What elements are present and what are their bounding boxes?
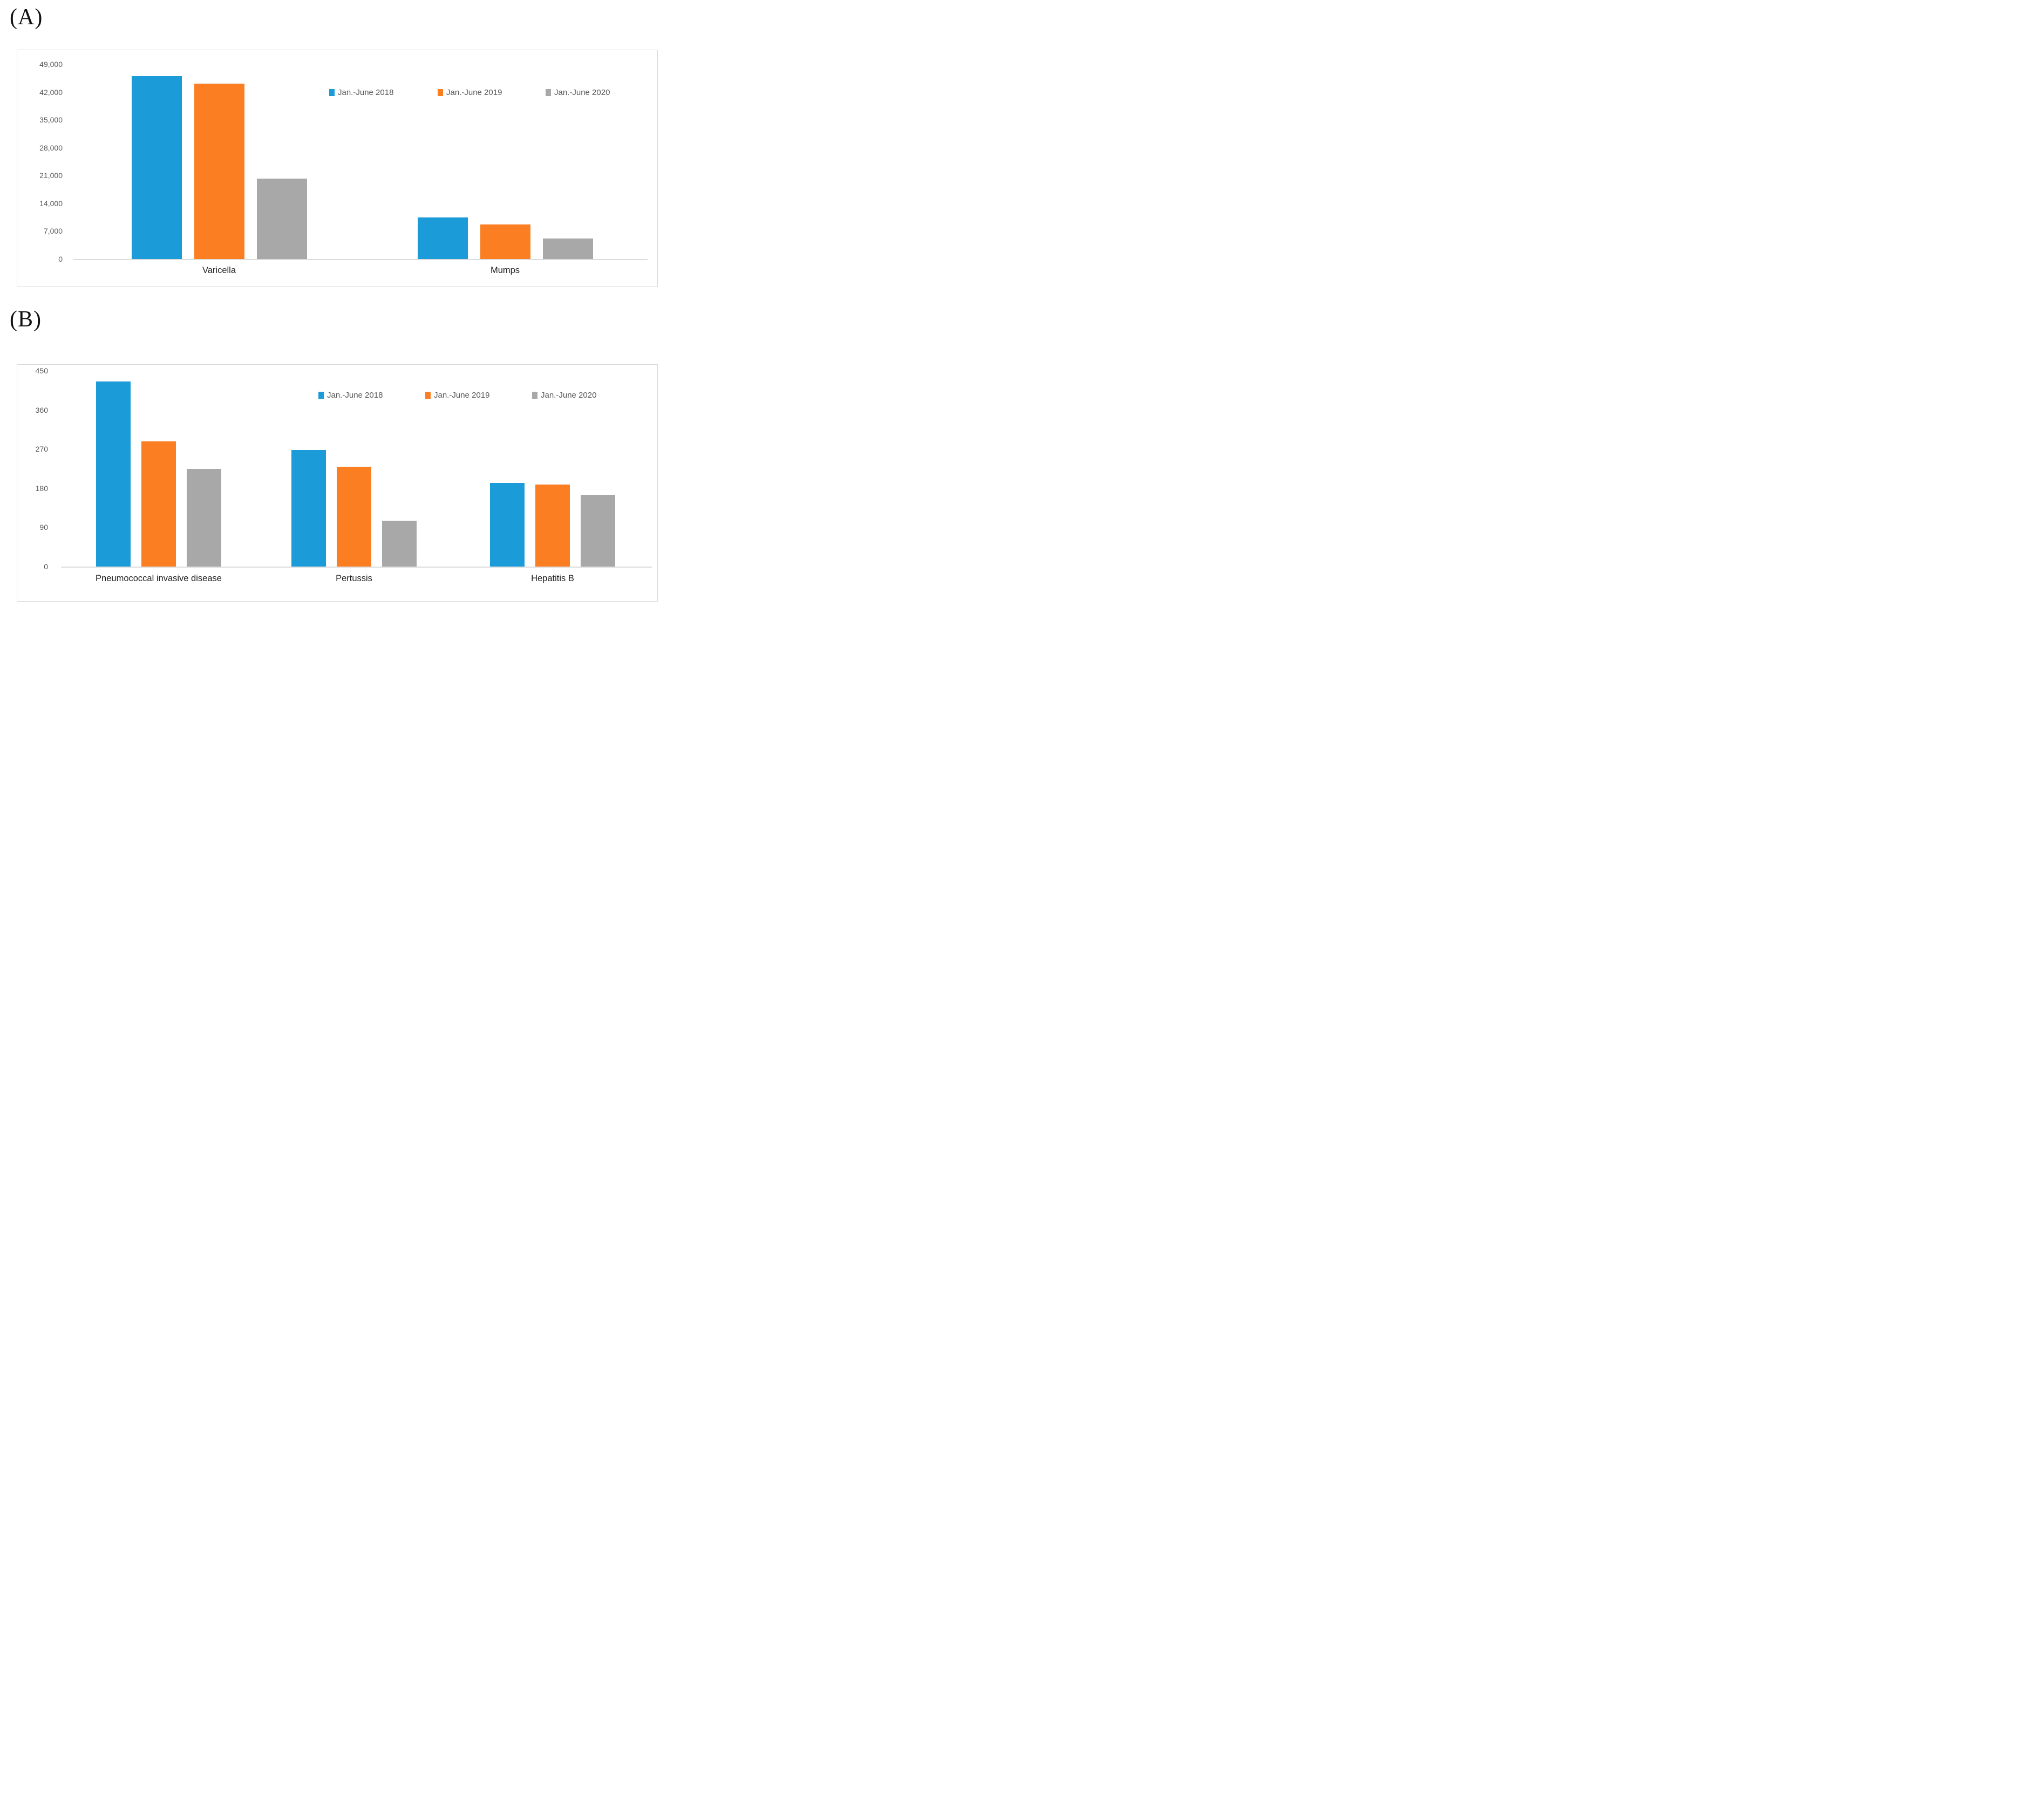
legend-label: Jan.-June 2019 <box>446 88 502 97</box>
legend-item: Jan.-June 2020 <box>532 391 596 400</box>
legend-item: Jan.-June 2019 <box>438 88 502 97</box>
legend-label: Jan.-June 2018 <box>327 391 383 400</box>
bar-pneumococcal-invasive-disease-jan-june-2018 <box>96 381 131 567</box>
bar-group-hepatitis-b <box>490 483 615 567</box>
bar-pneumococcal-invasive-disease-jan-june-2019 <box>141 441 176 567</box>
y-axis-tick-label: 450 <box>35 366 48 375</box>
bar-varicella-jan-june-2018 <box>131 76 182 259</box>
legend-swatch-icon <box>546 89 551 96</box>
y-axis-tick-label: 90 <box>39 523 48 532</box>
legend-label: Jan.-June 2018 <box>338 88 394 97</box>
legend-label: Jan.-June 2020 <box>541 391 597 400</box>
y-axis-tick-label: 49,000 <box>39 60 63 69</box>
bar-varicella-jan-june-2020 <box>256 179 307 259</box>
legend-swatch-icon <box>438 89 443 96</box>
bar-hepatitis-b-jan-june-2020 <box>581 494 615 567</box>
bar-group-mumps <box>417 217 593 259</box>
y-axis-tick-label: 7,000 <box>43 227 63 236</box>
bar-hepatitis-b-jan-june-2019 <box>535 485 570 567</box>
y-axis-tick-label: 270 <box>35 445 48 454</box>
category-label: Varicella <box>202 265 236 275</box>
category-label: Mumps <box>490 265 520 275</box>
y-axis-tick-label: 21,000 <box>39 171 63 180</box>
y-axis-tick-label: 35,000 <box>39 115 63 125</box>
bar-group-pneumococcal-invasive-disease <box>96 381 221 567</box>
legend-item: Jan.-June 2019 <box>425 391 489 400</box>
bar-pertussis-jan-june-2018 <box>291 449 326 567</box>
chart-b-panel: 0 90 180 270 360 450 Pneumococcal invasive dis… <box>17 364 658 602</box>
legend-label: Jan.-June 2019 <box>434 391 490 400</box>
y-axis-tick-label: 28,000 <box>39 143 63 152</box>
panel-b-label: (B) <box>10 307 42 332</box>
bar-mumps-jan-june-2019 <box>480 224 530 259</box>
bar-varicella-jan-june-2019 <box>194 84 244 259</box>
chart-a-panel: 0 7,000 14,000 21,000 28,000 35,000 42,000 49,0… <box>17 50 658 287</box>
legend-swatch-icon <box>425 392 431 399</box>
y-axis-tick-label: 0 <box>58 255 63 263</box>
legend-swatch-icon <box>329 89 335 96</box>
legend-swatch-icon <box>532 392 537 399</box>
bar-group-pertussis <box>291 449 417 567</box>
y-axis-tick-label: 42,000 <box>39 87 63 97</box>
bar-pertussis-jan-june-2020 <box>382 520 417 567</box>
bar-hepatitis-b-jan-june-2018 <box>490 483 525 567</box>
panel-a-label: (A) <box>10 5 43 30</box>
bar-mumps-jan-june-2018 <box>417 217 468 259</box>
y-axis-tick-label: 0 <box>44 562 48 571</box>
category-label: Pertussis <box>336 574 372 583</box>
x-axis-line <box>73 259 648 260</box>
x-axis-line <box>61 567 652 568</box>
figure-page: (A) 0 7,000 14,000 21,000 28,000 35,000 42,000… <box>0 0 674 607</box>
legend-item: Jan.-June 2018 <box>329 88 393 97</box>
legend-label: Jan.-June 2020 <box>554 88 610 97</box>
legend-swatch-icon <box>318 392 324 399</box>
y-axis-tick-label: 14,000 <box>39 199 63 208</box>
bar-group-varicella <box>131 76 307 259</box>
category-label: Hepatitis B <box>531 574 574 583</box>
bar-mumps-jan-june-2020 <box>542 238 593 259</box>
bar-pneumococcal-invasive-disease-jan-june-2020 <box>187 468 221 567</box>
bar-pertussis-jan-june-2019 <box>337 466 371 567</box>
legend-item: Jan.-June 2020 <box>546 88 610 97</box>
category-label: Pneumococcal invasive disease <box>96 574 222 583</box>
y-axis-tick-label: 360 <box>35 405 48 414</box>
y-axis-tick-label: 180 <box>35 483 48 493</box>
legend-item: Jan.-June 2018 <box>318 391 383 400</box>
